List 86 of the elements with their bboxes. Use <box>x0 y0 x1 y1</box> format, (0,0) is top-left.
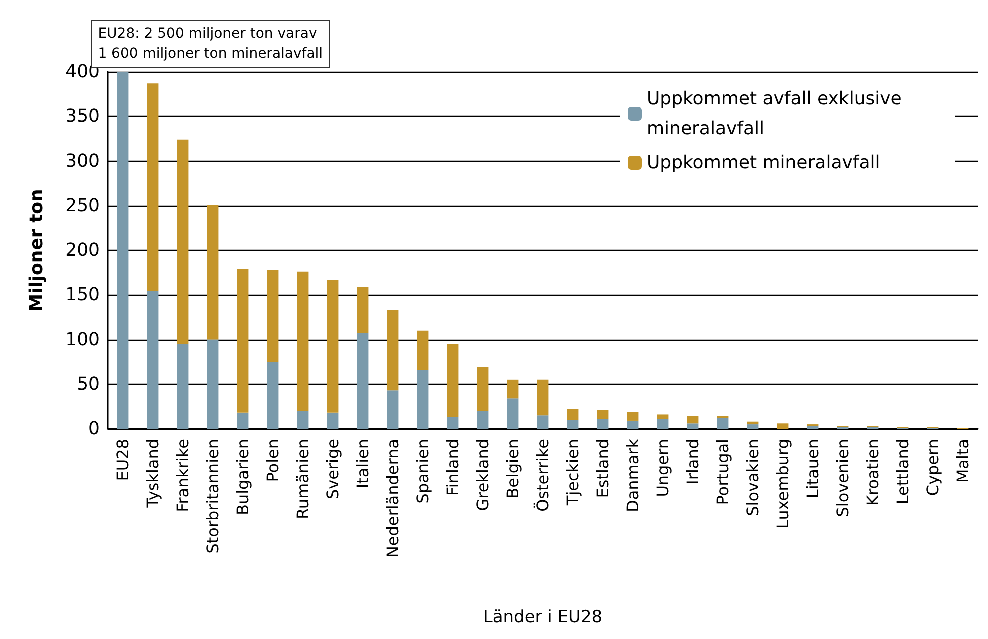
text: EU28: 2 500 miljoner ton varav 1 600 miljoner ton mineralavfall <box>98 26 324 62</box>
x-tick-label: Slovakien <box>744 439 762 516</box>
bar <box>477 411 489 429</box>
bar <box>747 424 759 429</box>
bar <box>357 334 369 429</box>
x-tick-label: Finland <box>444 439 462 496</box>
x-axis-title: Länder i EU28 <box>483 608 603 628</box>
x-tick-label: Frankrike <box>174 439 192 512</box>
bar <box>117 72 129 429</box>
bar <box>297 272 309 412</box>
bar <box>477 367 489 412</box>
bar <box>807 426 819 429</box>
x-tick-label: Italien <box>354 439 372 489</box>
x-tick-label: Tjeckien <box>564 439 582 507</box>
x-tick-label: Kroatien <box>864 439 882 506</box>
x-tick-label: Tyskland <box>144 439 162 509</box>
x-tick-label: EU28 <box>114 439 132 482</box>
x-tick-label: Luxemburg <box>774 439 792 529</box>
x-tick-label: Ungern <box>654 439 672 498</box>
x-tick-label: Portugal <box>714 439 732 506</box>
bar <box>447 417 459 429</box>
y-axis-title: Miljoner ton <box>26 189 48 312</box>
bar <box>777 424 789 429</box>
bar <box>597 410 609 420</box>
bar <box>177 140 189 344</box>
bar <box>267 270 279 362</box>
bar <box>357 287 369 334</box>
bar <box>627 412 639 421</box>
x-tick-label: Cypern <box>924 439 942 496</box>
y-tick-label: 350 <box>66 106 100 128</box>
x-tick-label: Spanien <box>414 439 432 504</box>
bar <box>537 416 549 429</box>
bar <box>327 412 339 429</box>
bar <box>687 424 699 429</box>
bar <box>687 416 699 424</box>
y-tick-label: 100 <box>66 329 100 350</box>
bar <box>237 412 249 429</box>
x-tick-label: Bulgarien <box>234 439 252 516</box>
x-tick-label: Irland <box>684 439 702 485</box>
bar <box>207 340 219 429</box>
x-tick-label: Rumänien <box>294 439 312 520</box>
legend-label: Uppkommet avfall exklusive mineralavfall <box>647 88 908 140</box>
bar <box>747 422 759 425</box>
bar <box>237 269 249 413</box>
y-tick-label: 200 <box>66 240 100 261</box>
bar <box>207 204 219 340</box>
y-tick-label: 0 <box>88 418 100 440</box>
bar <box>597 419 609 429</box>
bar <box>657 414 669 420</box>
x-tick-label: Lettland <box>894 439 912 505</box>
x-tick-label: Belgien <box>504 439 522 499</box>
bar <box>297 411 309 429</box>
bar <box>507 380 519 399</box>
bar <box>267 362 279 429</box>
x-tick-label: Storbritannien <box>204 439 222 554</box>
x-tick-label: Litauen <box>804 439 822 499</box>
bar <box>177 344 189 429</box>
bar <box>657 419 669 429</box>
bar <box>147 292 159 429</box>
x-tick-label: Nederländerna <box>384 439 402 558</box>
legend-label: Uppkommet mineralavfall <box>647 152 880 174</box>
y-tick-label: 300 <box>66 150 100 172</box>
bar <box>417 330 429 370</box>
bar <box>717 418 729 429</box>
y-tick-label: 150 <box>66 284 100 306</box>
x-tick-label: Estland <box>594 439 612 498</box>
bar <box>387 310 399 391</box>
bar <box>537 380 549 416</box>
bar <box>567 409 579 420</box>
y-tick-label: 250 <box>66 195 100 216</box>
x-tick-label: Polen <box>264 439 282 482</box>
x-tick-label: Sverige <box>324 439 342 500</box>
x-tick-label: Danmark <box>624 438 642 512</box>
bar <box>327 280 339 413</box>
x-tick-label: Grekland <box>474 439 492 512</box>
bar <box>387 390 399 429</box>
y-tick-label: 50 <box>77 374 100 395</box>
bar <box>627 420 639 429</box>
bar <box>147 84 159 292</box>
bar <box>507 398 519 429</box>
bar <box>417 370 429 429</box>
bar <box>447 344 459 418</box>
x-tick-label: Slovenien <box>834 439 852 518</box>
x-tick-label: Österrike <box>534 439 552 512</box>
bar <box>567 420 579 429</box>
x-tick-label: Malta <box>954 439 972 484</box>
